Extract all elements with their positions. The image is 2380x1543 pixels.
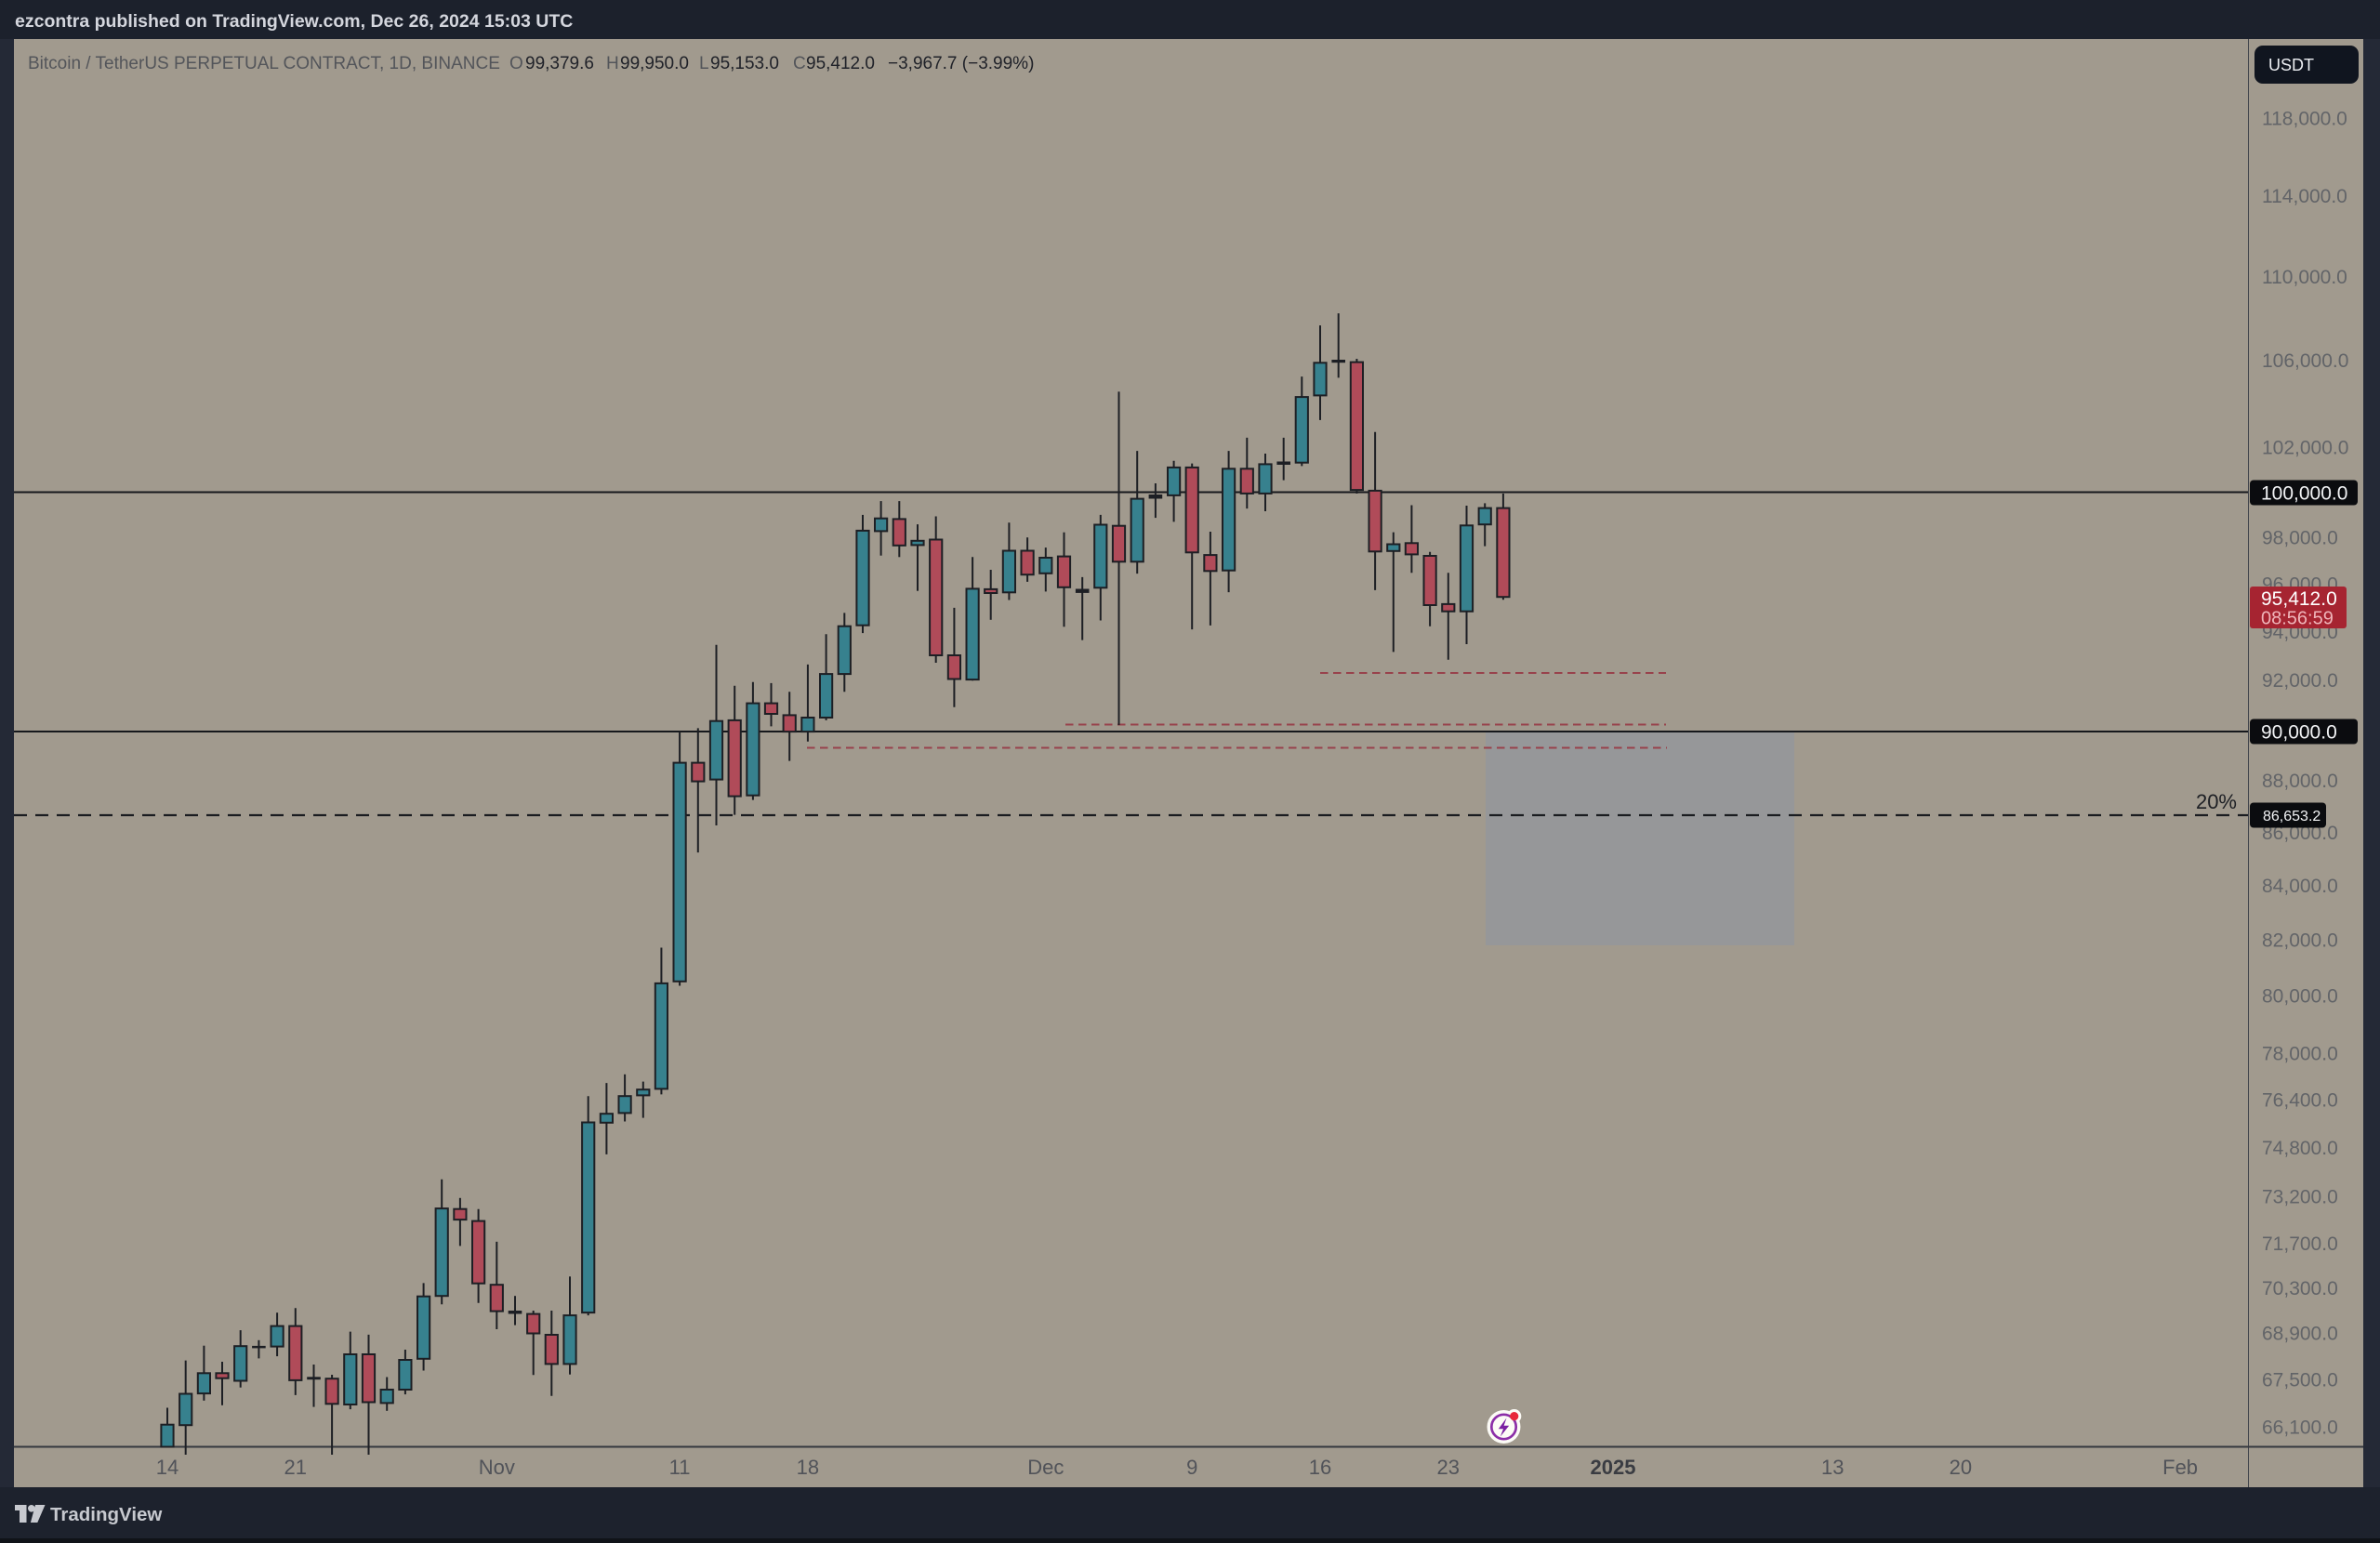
svg-text:95,412.0: 95,412.0	[2261, 588, 2337, 610]
svg-text:88,000.0: 88,000.0	[2262, 771, 2338, 792]
svg-text:80,000.0: 80,000.0	[2262, 986, 2338, 1008]
svg-text:90,000.0: 90,000.0	[2261, 722, 2337, 744]
svg-text:20: 20	[1950, 1456, 1972, 1479]
svg-text:95,412.0: 95,412.0	[806, 54, 875, 73]
svg-text:118,000.0: 118,000.0	[2262, 108, 2347, 129]
svg-text:9: 9	[1186, 1456, 1197, 1479]
svg-text:74,800.0: 74,800.0	[2262, 1138, 2338, 1159]
svg-text:14: 14	[156, 1456, 178, 1479]
svg-text:84,000.0: 84,000.0	[2262, 876, 2338, 897]
svg-text:−3,967.7 (−3.99%): −3,967.7 (−3.99%)	[888, 54, 1034, 73]
svg-text:92,000.0: 92,000.0	[2262, 670, 2338, 692]
svg-text:16: 16	[1309, 1456, 1331, 1479]
svg-text:70,300.0: 70,300.0	[2262, 1278, 2338, 1299]
svg-text:2025: 2025	[1591, 1456, 1636, 1479]
svg-text:82,000.0: 82,000.0	[2262, 930, 2338, 952]
svg-text:100,000.0: 100,000.0	[2261, 483, 2347, 505]
svg-text:C: C	[793, 54, 806, 73]
svg-text:TradingView: TradingView	[50, 1504, 162, 1525]
svg-text:78,000.0: 78,000.0	[2262, 1043, 2338, 1064]
svg-text:H: H	[606, 54, 619, 73]
svg-text:86,000.0: 86,000.0	[2262, 823, 2338, 844]
svg-text:99,950.0: 99,950.0	[620, 54, 689, 73]
svg-text:86,653.2: 86,653.2	[2263, 809, 2320, 824]
svg-text:13: 13	[1821, 1456, 1844, 1479]
svg-text:20%: 20%	[2196, 790, 2237, 813]
svg-text:Feb: Feb	[2162, 1456, 2198, 1479]
svg-text:71,700.0: 71,700.0	[2262, 1233, 2338, 1255]
svg-text:Dec: Dec	[1027, 1456, 1064, 1479]
svg-text:102,000.0: 102,000.0	[2262, 437, 2348, 458]
svg-text:76,400.0: 76,400.0	[2262, 1090, 2338, 1112]
svg-text:18: 18	[797, 1456, 819, 1479]
svg-text:O: O	[509, 54, 523, 73]
svg-text:106,000.0: 106,000.0	[2262, 350, 2348, 372]
svg-text:11: 11	[669, 1456, 691, 1479]
svg-text:95,153.0: 95,153.0	[710, 54, 779, 73]
svg-text:08:56:59: 08:56:59	[2261, 609, 2334, 629]
svg-text:L: L	[699, 54, 709, 73]
svg-text:21: 21	[284, 1456, 307, 1479]
svg-text:ezcontra published on TradingV: ezcontra published on TradingView.com, D…	[15, 11, 573, 32]
svg-text:73,200.0: 73,200.0	[2262, 1187, 2338, 1208]
svg-text:Bitcoin / TetherUS PERPETUAL C: Bitcoin / TetherUS PERPETUAL CONTRACT, 1…	[28, 54, 500, 73]
svg-text:USDT: USDT	[2268, 56, 2314, 74]
svg-text:98,000.0: 98,000.0	[2262, 528, 2338, 549]
svg-text:99,379.6: 99,379.6	[525, 54, 594, 73]
svg-text:67,500.0: 67,500.0	[2262, 1370, 2338, 1391]
svg-text:Nov: Nov	[479, 1456, 515, 1479]
svg-text:68,900.0: 68,900.0	[2262, 1324, 2338, 1345]
svg-text:23: 23	[1437, 1456, 1460, 1479]
svg-text:66,100.0: 66,100.0	[2262, 1418, 2338, 1439]
svg-text:114,000.0: 114,000.0	[2262, 186, 2347, 207]
svg-text:110,000.0: 110,000.0	[2262, 267, 2347, 288]
